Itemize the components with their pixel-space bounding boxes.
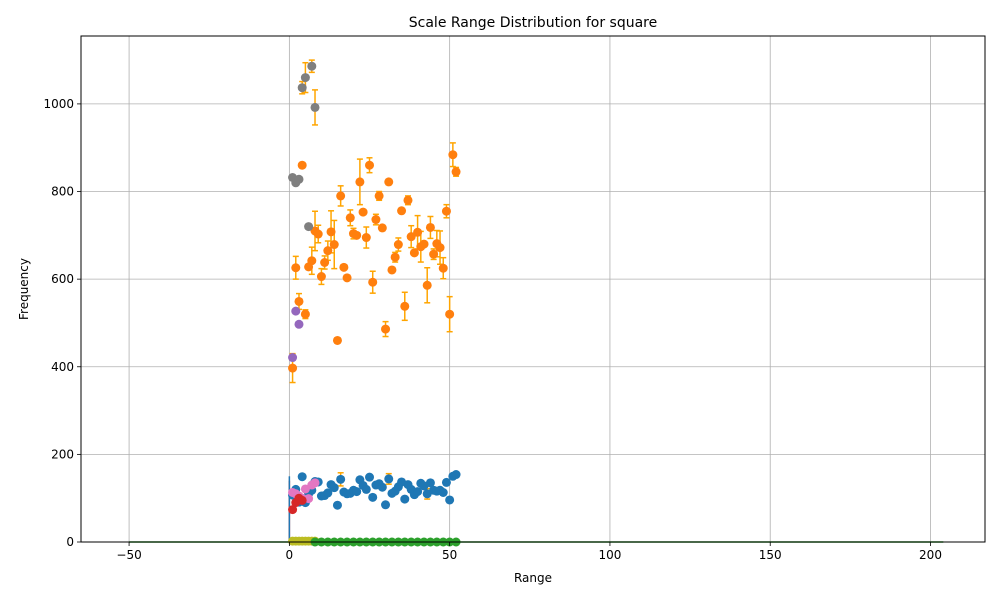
- x-tick-label: −50: [116, 548, 141, 562]
- data-point: [381, 324, 391, 334]
- data-point: [342, 273, 352, 283]
- data-point: [368, 277, 378, 287]
- data-point: [384, 474, 394, 484]
- x-tick-label: 50: [442, 548, 457, 562]
- data-point: [336, 474, 346, 484]
- y-tick-label: 0: [66, 535, 74, 549]
- axis-ticks: −50 0 50 100 150 200 0 200 400 600 800 1000: [43, 97, 942, 562]
- data-point: [288, 353, 298, 363]
- data-point: [329, 483, 339, 493]
- data-point: [288, 363, 298, 373]
- y-tick-label: 1000: [43, 97, 74, 111]
- data-point: [425, 478, 435, 488]
- data-point: [441, 477, 451, 487]
- data-point: [316, 272, 326, 282]
- data-point: [294, 296, 304, 306]
- y-tick-label: 400: [51, 360, 74, 374]
- data-point: [320, 257, 330, 267]
- data-point: [352, 487, 362, 497]
- data-point: [326, 227, 336, 237]
- data-point: [422, 280, 432, 290]
- x-tick-label: 150: [759, 548, 782, 562]
- y-tick-label: 200: [51, 447, 74, 461]
- chart-title: Scale Range Distribution for square: [409, 15, 657, 31]
- data-point: [307, 256, 317, 266]
- data-point: [451, 470, 461, 480]
- data-point: [445, 309, 455, 319]
- data-point: [413, 227, 423, 237]
- data-point: [409, 248, 419, 258]
- data-point: [323, 488, 333, 498]
- plot-area: [81, 36, 985, 542]
- data-point: [406, 232, 416, 242]
- data-point: [297, 472, 307, 482]
- data-point: [429, 249, 439, 259]
- data-point: [438, 487, 448, 497]
- data-point: [332, 335, 342, 345]
- data-point: [384, 177, 394, 187]
- data-point: [371, 215, 381, 225]
- data-point: [294, 174, 304, 184]
- x-axis-label: Range: [514, 571, 552, 585]
- data-point: [377, 223, 387, 233]
- data-point: [448, 150, 458, 160]
- data-point: [381, 500, 391, 510]
- data-point: [400, 494, 410, 504]
- data-point: [413, 487, 423, 497]
- data-point: [435, 243, 445, 253]
- data-point: [297, 495, 307, 505]
- data-point: [358, 207, 368, 217]
- x-tick-label: 0: [286, 548, 294, 562]
- data-point: [297, 160, 307, 170]
- data-point: [403, 195, 413, 205]
- data-point: [329, 240, 339, 250]
- data-point: [332, 500, 342, 510]
- data-point: [291, 306, 301, 316]
- data-point: [300, 309, 310, 319]
- data-point: [365, 472, 375, 482]
- data-point: [294, 319, 304, 329]
- data-point: [368, 492, 378, 502]
- data-point: [365, 160, 375, 170]
- plot-frame: [80, 35, 986, 543]
- data-point: [397, 206, 407, 216]
- data-point: [390, 252, 400, 262]
- data-point: [300, 73, 310, 83]
- data-point: [352, 230, 362, 240]
- data-point: [451, 167, 461, 177]
- data-point: [400, 301, 410, 311]
- data-point: [374, 191, 384, 201]
- data-point: [445, 495, 455, 505]
- data-point: [307, 61, 317, 71]
- data-point: [425, 222, 435, 232]
- data-point: [291, 263, 301, 273]
- data-point: [339, 262, 349, 272]
- data-point: [310, 102, 320, 112]
- data-point: [438, 263, 448, 273]
- data-point: [345, 213, 355, 223]
- x-tick-label: 200: [919, 548, 942, 562]
- data-point: [310, 478, 320, 488]
- data-point: [377, 482, 387, 492]
- data-marks: [129, 59, 944, 547]
- y-axis-label: Frequency: [17, 258, 31, 320]
- data-point: [441, 206, 451, 216]
- data-point: [355, 177, 365, 187]
- data-point: [336, 191, 346, 201]
- data-point: [361, 233, 371, 243]
- y-tick-label: 800: [51, 185, 74, 199]
- data-point: [297, 83, 307, 93]
- y-tick-label: 600: [51, 272, 74, 286]
- data-point: [323, 246, 333, 256]
- data-point: [387, 265, 397, 275]
- data-point: [361, 484, 371, 494]
- data-point: [393, 240, 403, 250]
- data-point: [288, 505, 298, 515]
- data-point: [419, 239, 429, 249]
- data-point: [304, 222, 314, 232]
- x-tick-label: 100: [598, 548, 621, 562]
- data-point: [313, 229, 323, 239]
